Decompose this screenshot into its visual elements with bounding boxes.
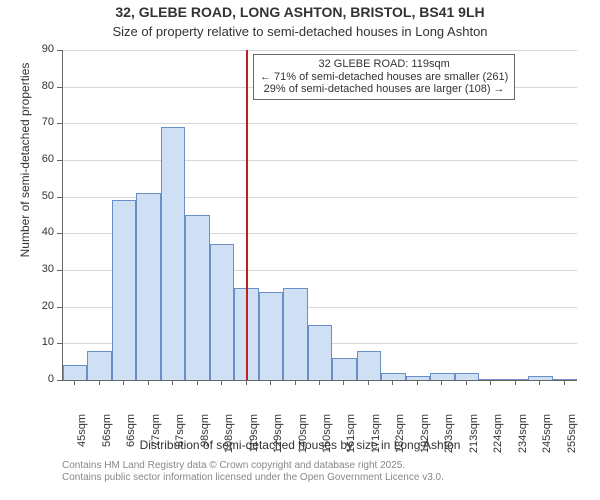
xtick-mark [490,380,491,385]
xtick-mark [123,380,124,385]
ytick-mark [57,343,62,344]
chart-root: { "chart": { "type": "histogram", "title… [0,0,600,500]
ytick-label: 60 [30,153,54,165]
ytick-mark [57,270,62,271]
histogram-bar [63,365,87,380]
histogram-bar [430,373,454,380]
xtick-label: 129sqm [272,414,284,464]
ytick-label: 0 [30,373,54,385]
xtick-label: 108sqm [223,414,235,464]
xtick-label: 203sqm [443,414,455,464]
histogram-bar [528,376,552,380]
xtick-label: 234sqm [517,414,529,464]
attribution-line-2: Contains public sector information licen… [62,472,444,484]
histogram-bar [504,379,528,380]
xtick-label: 77sqm [150,414,162,464]
ytick-mark [57,50,62,51]
histogram-bar [283,288,307,380]
xtick-mark [564,380,565,385]
histogram-bar [381,373,405,380]
xtick-mark [246,380,247,385]
xtick-label: 161sqm [345,414,357,464]
annotation-line-3: 29% of semi-detached houses are larger (… [260,83,508,96]
xtick-mark [515,380,516,385]
xtick-label: 45sqm [76,414,88,464]
xtick-mark [441,380,442,385]
xtick-mark [368,380,369,385]
xtick-label: 150sqm [321,414,333,464]
histogram-bar [259,292,283,380]
ytick-label: 20 [30,300,54,312]
ytick-mark [57,307,62,308]
xtick-label: 87sqm [174,414,186,464]
histogram-bar [136,193,160,380]
chart-title-main: 32, GLEBE ROAD, LONG ASHTON, BRISTOL, BS… [0,4,600,20]
ytick-label: 80 [30,80,54,92]
histogram-bar [357,351,381,380]
ytick-mark [57,87,62,88]
xtick-label: 224sqm [492,414,504,464]
xtick-label: 255sqm [566,414,578,464]
ytick-label: 70 [30,116,54,128]
ytick-mark [57,123,62,124]
xtick-mark [221,380,222,385]
xtick-label: 192sqm [419,414,431,464]
xtick-mark [74,380,75,385]
ytick-mark [57,197,62,198]
annotation-line-1: 32 GLEBE ROAD: 119sqm [260,58,508,71]
xtick-mark [172,380,173,385]
histogram-bar [406,376,430,380]
histogram-bar [112,200,136,380]
xtick-label: 140sqm [297,414,309,464]
xtick-mark [148,380,149,385]
histogram-bar [479,379,503,380]
xtick-mark [539,380,540,385]
xtick-mark [466,380,467,385]
histogram-bar [455,373,479,380]
ytick-mark [57,380,62,381]
histogram-bar [185,215,209,380]
annotation-box: 32 GLEBE ROAD: 119sqm ← 71% of semi-deta… [253,54,515,100]
ytick-mark [57,233,62,234]
chart-title-sub: Size of property relative to semi-detach… [0,24,600,39]
histogram-bar [308,325,332,380]
xtick-mark [417,380,418,385]
ytick-label: 90 [30,43,54,55]
histogram-bar [161,127,185,380]
xtick-mark [319,380,320,385]
xtick-mark [270,380,271,385]
xtick-label: 119sqm [248,414,260,464]
histogram-bar [87,351,111,380]
ytick-mark [57,160,62,161]
ytick-label: 30 [30,263,54,275]
xtick-mark [295,380,296,385]
xtick-label: 66sqm [125,414,137,464]
xtick-label: 98sqm [199,414,211,464]
gridline [63,160,577,161]
xtick-label: 56sqm [101,414,113,464]
xtick-label: 171sqm [370,414,382,464]
xtick-label: 245sqm [541,414,553,464]
xtick-mark [392,380,393,385]
reference-vline [246,50,248,380]
xtick-label: 213sqm [468,414,480,464]
xtick-mark [99,380,100,385]
gridline [63,50,577,51]
xtick-mark [197,380,198,385]
xtick-mark [343,380,344,385]
histogram-bar [332,358,356,380]
xtick-label: 182sqm [394,414,406,464]
annotation-line-2: ← 71% of semi-detached houses are smalle… [260,71,508,84]
plot-area: 32 GLEBE ROAD: 119sqm ← 71% of semi-deta… [62,50,577,381]
ytick-label: 10 [30,336,54,348]
gridline [63,123,577,124]
histogram-bar [210,244,234,380]
histogram-bar [553,379,577,380]
ytick-label: 40 [30,226,54,238]
ytick-label: 50 [30,190,54,202]
